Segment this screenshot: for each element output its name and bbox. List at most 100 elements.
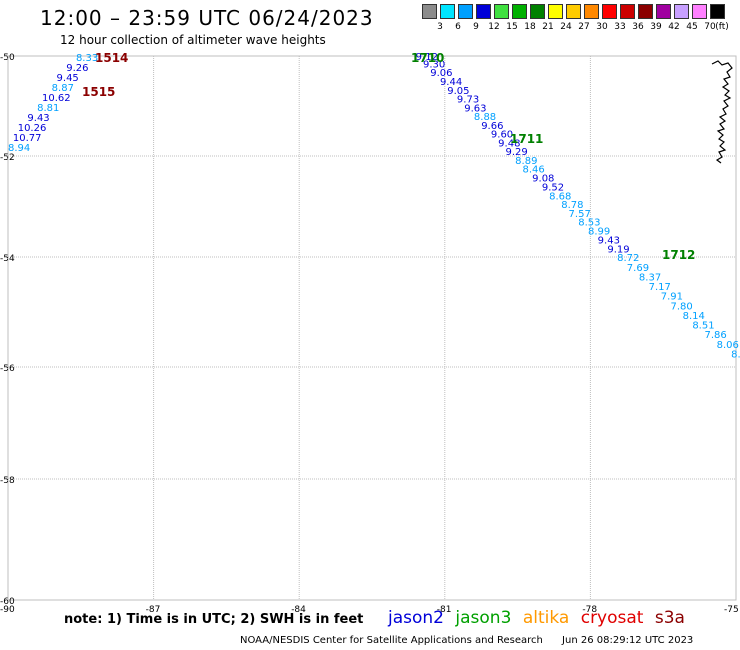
scale-swatch — [566, 4, 581, 19]
scale-label: 6 — [455, 22, 461, 32]
scale-swatch — [422, 4, 437, 19]
wave-height-value: 8.87 — [52, 83, 74, 94]
lon-label: -75 — [724, 605, 739, 615]
map-title: 12:00 – 23:59 UTC 06/24/2023 — [40, 6, 374, 30]
wave-height-value: 9.06 — [430, 68, 452, 79]
wave-height-value: 9.66 — [481, 121, 503, 132]
wave-height-value: 7.17 — [649, 282, 671, 293]
scale-label: 45 — [686, 22, 698, 32]
scale-swatch — [692, 4, 707, 19]
satellite-legend: jason2 jason3 altika cryosat s3a — [388, 608, 691, 628]
wave-height-value: 9.73 — [457, 95, 479, 106]
map-note: note: 1) Time is in UTC; 2) SWH is in fe… — [64, 612, 364, 627]
scale-label: 9 — [473, 22, 479, 32]
lon-label: -78 — [582, 605, 597, 615]
wave-height-value: 7.69 — [627, 263, 649, 274]
wave-height-value: 8.53 — [578, 218, 600, 229]
scale-label: 15 — [506, 22, 518, 32]
lat-label: -56 — [0, 364, 15, 374]
scale-label: 3 — [437, 22, 443, 32]
scale-swatch — [584, 4, 599, 19]
track-id-label: 1514 — [95, 51, 128, 65]
scale-label: 70 — [704, 22, 716, 32]
footer-timestamp: Jun 26 08:29:12 UTC 2023 — [562, 635, 694, 646]
wave-height-value: 8.99 — [588, 227, 610, 238]
scale-label: 39 — [650, 22, 662, 32]
legend-s3a: s3a — [654, 608, 685, 628]
wave-height-value: 7.91 — [661, 292, 683, 303]
lon-label: -84 — [291, 605, 306, 615]
lon-label: -87 — [146, 605, 161, 615]
track-id-label: 1712 — [662, 248, 695, 262]
lat-label: -50 — [0, 53, 15, 63]
scale-label: 21 — [542, 22, 554, 32]
wave-height-value: 9.43 — [27, 113, 49, 124]
wave-height-color-scale: 3 6 9 12 15 18 21 24 27 30 33 36 39 42 45 70 (ft) — [422, 4, 732, 36]
scale-swatch — [620, 4, 635, 19]
scale-swatch — [440, 4, 455, 19]
lon-label: -81 — [437, 605, 452, 615]
track-id-label: 1711 — [510, 132, 543, 146]
wave-height-value: 8.06 — [717, 340, 739, 351]
wave-height-value: 10.26 — [18, 123, 47, 134]
wave-height-value: 9.48 — [498, 139, 520, 150]
wave-height-value: 8.14 — [683, 311, 705, 322]
track-id-label: 1710 — [411, 51, 444, 65]
scale-swatch — [494, 4, 509, 19]
wave-height-value: 9.43 — [598, 235, 620, 246]
lon-label: -90 — [0, 605, 15, 615]
wave-height-value: 9.52 — [542, 182, 564, 193]
wave-height-value: 9.12 — [416, 52, 438, 63]
scale-swatch — [638, 4, 653, 19]
scale-swatch — [602, 4, 617, 19]
lat-label: -54 — [0, 254, 15, 264]
legend-altika: altika — [522, 608, 570, 628]
wave-height-value: 9.60 — [491, 130, 513, 141]
scale-label: 42 — [668, 22, 680, 32]
wave-height-value: 9.08 — [532, 174, 554, 185]
scale-label: 30 — [596, 22, 608, 32]
wave-height-value: 8.81 — [37, 103, 59, 114]
legend-jason3: jason3 — [455, 608, 512, 628]
wave-height-value: 8.88 — [474, 112, 496, 123]
wave-height-value: 9.26 — [66, 63, 88, 74]
track-id-label: 1515 — [82, 85, 115, 99]
scale-swatch — [656, 4, 671, 19]
wave-height-value: 8. — [731, 349, 740, 360]
wave-height-value: 9.45 — [57, 73, 79, 84]
legend-jason2: jason2 — [388, 608, 444, 628]
scale-swatch — [674, 4, 689, 19]
scale-label: 24 — [560, 22, 572, 32]
wave-height-value: 9.29 — [505, 147, 527, 158]
scale-swatch — [458, 4, 473, 19]
wave-height-value: 7.80 — [670, 301, 692, 312]
wave-height-value: 8.68 — [549, 191, 571, 202]
scale-label: 18 — [524, 22, 536, 32]
scale-swatch — [710, 4, 725, 19]
wave-height-value: 8.78 — [561, 200, 583, 211]
wave-height-value: 9.63 — [464, 104, 486, 115]
wave-height-value: 10.62 — [42, 93, 71, 104]
wave-height-value: 8.94 — [8, 143, 30, 154]
wave-height-value: 9.19 — [607, 244, 629, 255]
scale-swatch — [512, 4, 527, 19]
coastline — [711, 60, 733, 164]
wave-height-value: 9.30 — [423, 60, 445, 71]
wave-height-value: 7.57 — [569, 209, 591, 220]
wave-height-value: 8.72 — [617, 253, 639, 264]
footer: NOAA/NESDIS Center for Satellite Applica… — [240, 635, 709, 646]
wave-height-value: 8.37 — [639, 272, 661, 283]
wave-height-value: 7.86 — [704, 330, 726, 341]
scale-label: 12 — [488, 22, 500, 32]
wave-height-value: 8.51 — [692, 321, 714, 332]
scale-unit: (ft) — [715, 22, 729, 32]
lat-label: -58 — [0, 476, 15, 486]
wave-height-value: 9.05 — [447, 86, 469, 97]
map-subtitle: 12 hour collection of altimeter wave hei… — [60, 33, 326, 47]
wave-height-value: 8.89 — [515, 156, 537, 167]
wave-height-value: 8.33 — [76, 53, 98, 64]
footer-credit: NOAA/NESDIS Center for Satellite Applica… — [240, 635, 543, 646]
scale-label: 33 — [614, 22, 626, 32]
scale-label: 36 — [632, 22, 644, 32]
